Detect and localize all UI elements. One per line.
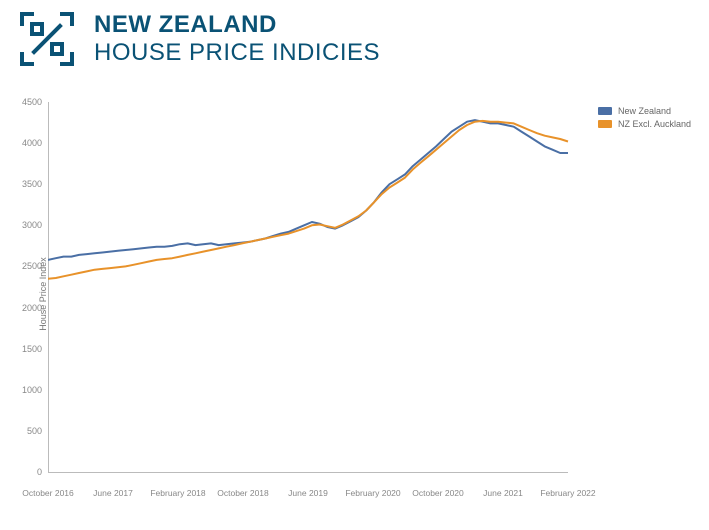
y-tick-label: 1500 <box>22 344 42 354</box>
y-tick-label: 4000 <box>22 138 42 148</box>
y-tick-label: 2000 <box>22 303 42 313</box>
page-title: NEW ZEALAND <box>94 11 380 39</box>
header: NEW ZEALAND HOUSE PRICE INDICIES <box>0 0 709 74</box>
legend-item: NZ Excl. Auckland <box>598 119 691 129</box>
chart-area: New ZealandNZ Excl. Auckland House Price… <box>0 74 709 514</box>
y-tick-label: 3500 <box>22 179 42 189</box>
y-tick-label: 0 <box>37 467 42 477</box>
x-tick-label: June 2017 <box>93 488 133 498</box>
percent-icon <box>18 10 76 68</box>
legend: New Zealand NZ Excl. Auckland <box>598 106 691 132</box>
legend-label: NZ Excl. Auckland <box>618 119 691 129</box>
series-line <box>48 120 568 260</box>
title-block: NEW ZEALAND HOUSE PRICE INDICIES <box>94 11 380 67</box>
x-tick-label: October 2016 <box>22 488 74 498</box>
x-tick-label: June 2021 <box>483 488 523 498</box>
y-tick-label: 4500 <box>22 97 42 107</box>
x-tick-label: February 2018 <box>150 488 205 498</box>
legend-swatch <box>598 107 612 115</box>
legend-swatch <box>598 120 612 128</box>
y-ticks: 050010001500200025003000350040004500 <box>18 102 42 472</box>
page-subtitle: HOUSE PRICE INDICIES <box>94 39 380 67</box>
x-tick-label: October 2018 <box>217 488 269 498</box>
series-line <box>48 121 568 279</box>
x-tick-label: October 2020 <box>412 488 464 498</box>
legend-label: New Zealand <box>618 106 671 116</box>
y-tick-label: 500 <box>27 426 42 436</box>
x-tick-label: February 2022 <box>540 488 595 498</box>
y-tick-label: 1000 <box>22 385 42 395</box>
line-chart <box>48 102 570 474</box>
legend-item: New Zealand <box>598 106 691 116</box>
y-tick-label: 3000 <box>22 220 42 230</box>
x-tick-label: February 2020 <box>345 488 400 498</box>
y-tick-label: 2500 <box>22 261 42 271</box>
x-tick-label: June 2019 <box>288 488 328 498</box>
